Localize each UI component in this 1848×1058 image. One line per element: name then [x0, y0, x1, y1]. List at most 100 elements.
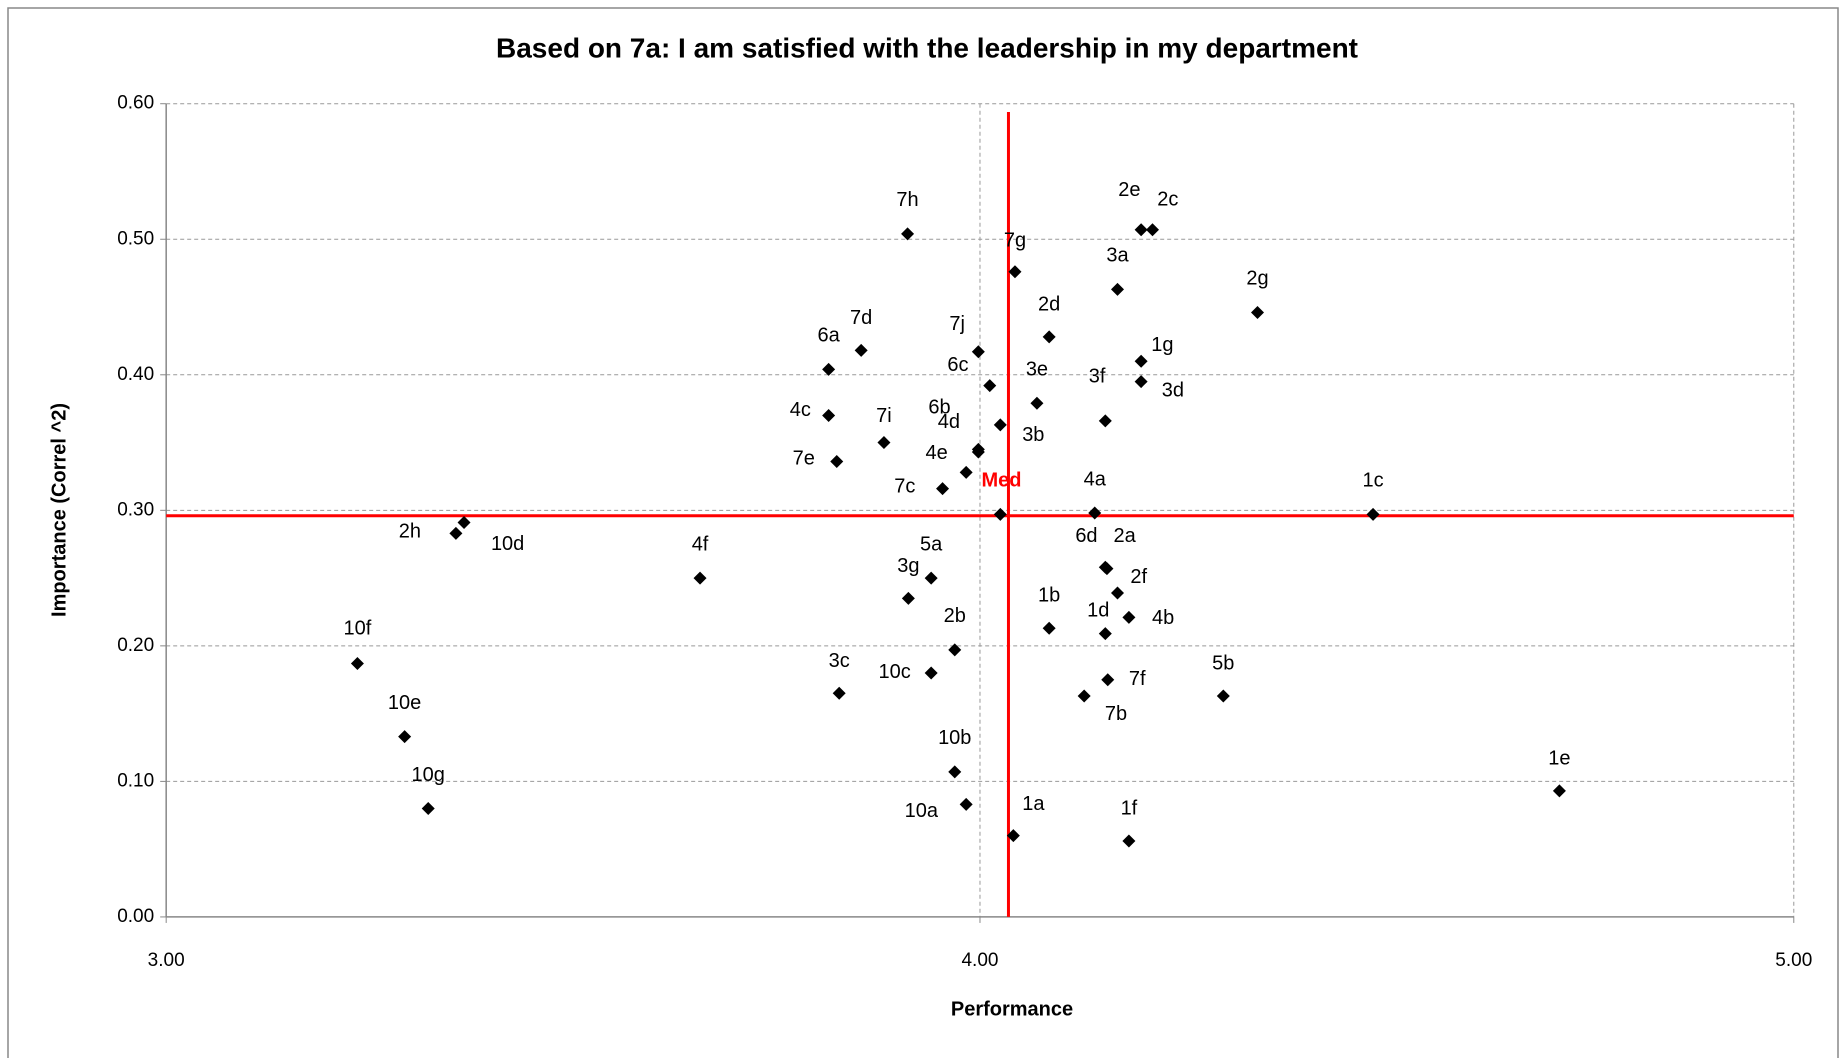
point — [1101, 673, 1115, 687]
point-label: 7f — [1129, 668, 1146, 690]
x-tick-label: 3.00 — [148, 950, 185, 971]
point — [983, 379, 997, 393]
point-label: 3e — [1026, 359, 1048, 381]
point — [1006, 829, 1020, 843]
point — [1134, 223, 1148, 237]
point — [877, 436, 891, 450]
point-label: 4f — [692, 533, 709, 555]
point — [993, 418, 1007, 432]
point-label: 7i — [876, 405, 892, 427]
y-axis-title: Importance (Correl ^2) — [48, 403, 70, 617]
chart-title: Based on 7a: I am satisfied with the lea… — [496, 32, 1358, 63]
point-label: 1d — [1087, 600, 1109, 622]
y-tick-label: 0.50 — [117, 228, 154, 249]
point-label: 4a — [1084, 468, 1107, 490]
point — [959, 797, 973, 811]
median-point — [993, 507, 1007, 521]
point — [901, 591, 915, 605]
point-label: 7c — [894, 476, 915, 498]
chart-border — [7, 7, 1839, 1058]
point — [1098, 414, 1112, 428]
x-tick-label: 4.00 — [961, 950, 998, 971]
point — [1146, 223, 1160, 237]
point-label: 4d — [938, 411, 960, 433]
point — [822, 408, 836, 422]
point-label: 1c — [1362, 470, 1383, 492]
point-label: 2e — [1118, 179, 1140, 201]
point-label: 6b — [928, 396, 950, 418]
point — [1552, 784, 1566, 798]
point — [1216, 689, 1230, 703]
point-label: 10c — [878, 661, 910, 683]
point-label: 10f — [344, 618, 372, 640]
point — [1100, 562, 1114, 576]
point — [948, 765, 962, 779]
point — [959, 465, 973, 479]
point — [398, 730, 412, 744]
y-tick-label: 0.40 — [117, 364, 154, 385]
point-label: 10b — [938, 727, 971, 749]
y-tick-label: 0.20 — [117, 635, 154, 656]
point — [924, 571, 938, 585]
point-label: 4b — [1152, 607, 1174, 629]
point — [1111, 282, 1125, 296]
point-label: 4e — [926, 442, 948, 464]
point-label: 7d — [850, 307, 872, 329]
point — [421, 802, 435, 815]
point — [449, 526, 463, 540]
point — [1088, 506, 1102, 520]
point-label: 2g — [1246, 268, 1268, 290]
x-tick-label: 5.00 — [1775, 950, 1812, 971]
point-label: 10e — [388, 692, 421, 714]
point — [1030, 396, 1044, 410]
point-label: 5b — [1212, 652, 1234, 674]
point — [1134, 375, 1148, 389]
point — [901, 227, 915, 241]
point — [854, 343, 868, 357]
point-label: 7j — [949, 313, 965, 335]
point-label: 2f — [1130, 566, 1147, 588]
point — [822, 362, 836, 376]
y-tick-label: 0.10 — [117, 770, 154, 791]
point — [1134, 354, 1148, 368]
point — [832, 686, 846, 700]
point — [1008, 265, 1022, 279]
point-label: 2h — [399, 520, 421, 542]
point-label: 1g — [1151, 334, 1173, 356]
point-label: 10g — [412, 764, 445, 786]
point-label: 3b — [1022, 424, 1044, 446]
point-label: 6c — [947, 354, 968, 376]
point — [948, 643, 962, 657]
point — [350, 656, 364, 670]
median-label: Med — [982, 470, 1022, 492]
point-label: 1b — [1038, 585, 1060, 607]
point — [457, 516, 471, 530]
point — [971, 345, 985, 359]
point — [1122, 610, 1136, 624]
point-label: 3a — [1106, 245, 1129, 267]
point-label: 10d — [491, 533, 524, 555]
point-label: 1e — [1548, 747, 1570, 769]
point-label: 3f — [1089, 366, 1106, 388]
point — [1042, 330, 1056, 344]
point — [1250, 305, 1264, 319]
point-label: 10a — [905, 800, 939, 822]
point-label: 6a — [817, 325, 840, 347]
point-label: 7e — [793, 447, 815, 469]
point-label: 1a — [1022, 793, 1045, 815]
point — [1366, 507, 1380, 521]
point-label: 2d — [1038, 293, 1060, 315]
point-label: 5a — [920, 533, 943, 555]
point-label: 1f — [1121, 797, 1138, 819]
x-axis-title: Performance — [951, 998, 1073, 1020]
y-tick-label: 0.00 — [117, 906, 154, 927]
point-label: 3c — [829, 650, 850, 672]
point — [971, 445, 985, 459]
point — [1122, 834, 1136, 848]
point — [1098, 627, 1112, 641]
point-label: 4c — [790, 399, 811, 421]
point-label: 7g — [1004, 229, 1026, 251]
point-label: 2c — [1157, 189, 1178, 211]
